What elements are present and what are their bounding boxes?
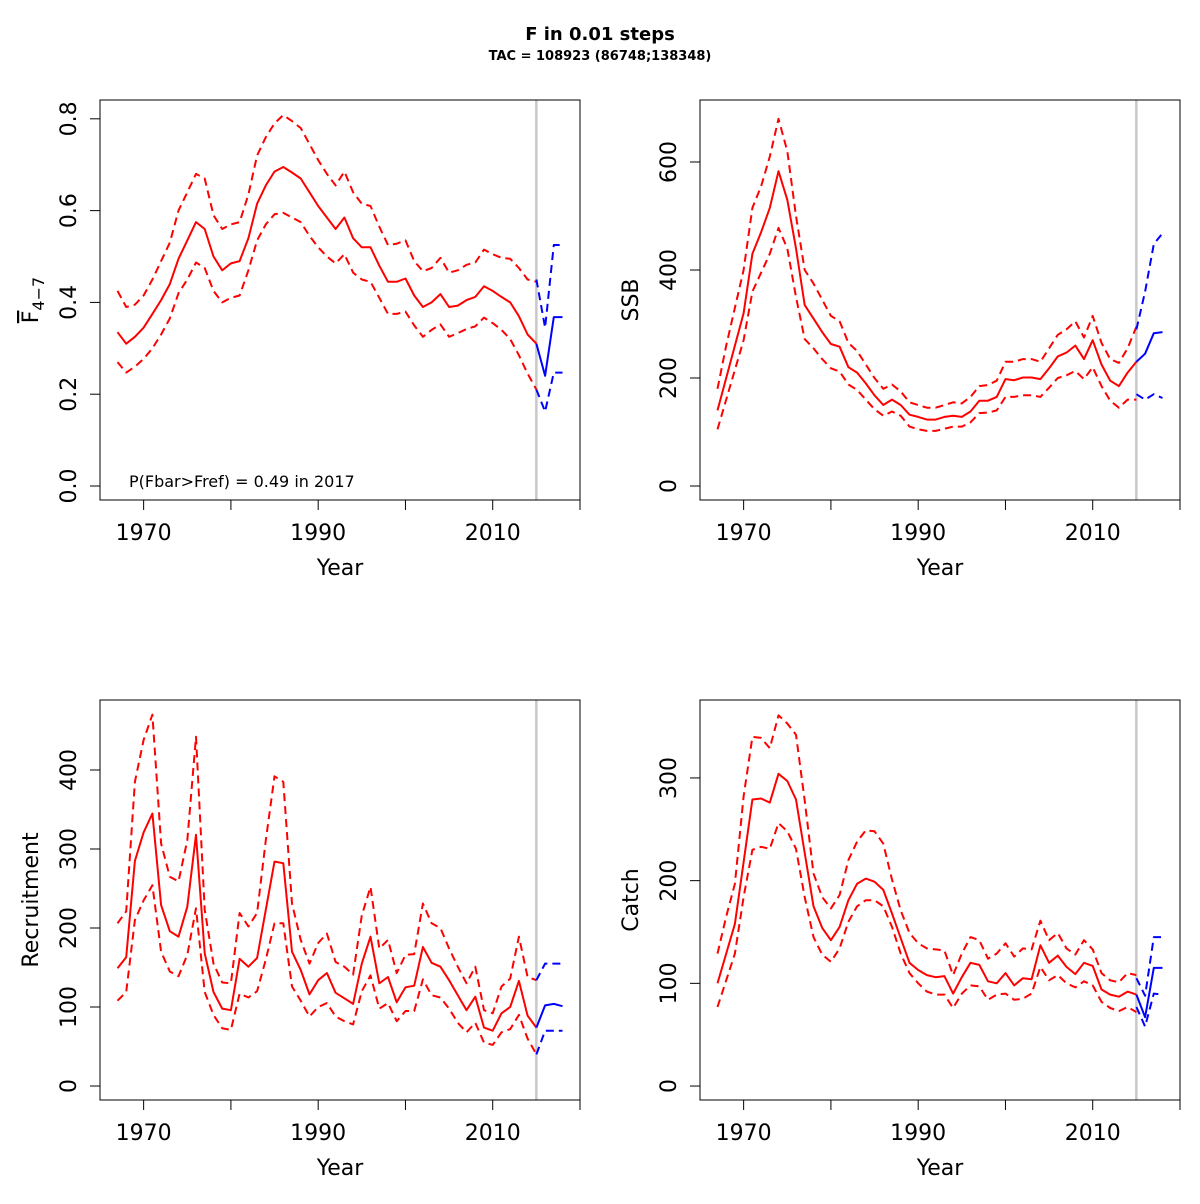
y-axis-label: F4−7 <box>19 277 48 323</box>
y-tick-label: 0 <box>57 1079 82 1093</box>
y-axis-label-main: SSB <box>619 278 644 321</box>
history-upper-line <box>716 714 1137 984</box>
forecast-lower-line <box>1135 992 1163 1028</box>
y-tick-label: 300 <box>657 757 682 799</box>
plot-frame <box>99 699 581 1101</box>
forecast-lower-line <box>535 371 563 413</box>
forecast-upper-line <box>535 244 563 329</box>
y-tick-label: 0.4 <box>57 285 82 320</box>
history-lower-line <box>116 211 538 391</box>
y-tick-label: 600 <box>657 141 682 183</box>
y-tick-label: 0.8 <box>57 101 82 136</box>
forecast-upper-line <box>1135 936 1163 997</box>
x-tick-label: 2010 <box>1065 1121 1121 1146</box>
x-axis-label: Year <box>316 556 365 581</box>
x-tick-label: 1970 <box>116 1121 172 1146</box>
y-tick-label: 0 <box>657 479 682 493</box>
history-upper-line <box>716 117 1138 409</box>
y-tick-label: 100 <box>57 986 82 1028</box>
forecast-lower-line <box>535 1029 563 1055</box>
history-upper-line <box>116 114 537 308</box>
x-tick-label: 1990 <box>890 521 946 546</box>
y-axis-label: Catch <box>619 868 644 932</box>
probability-annotation: P(Fbar>Fref) = 0.49 in 2017 <box>129 472 355 491</box>
x-tick-label: 1970 <box>716 521 772 546</box>
history-mean-line <box>116 812 538 1032</box>
y-tick-label: 0.2 <box>57 377 82 412</box>
history-lower-line <box>716 822 1137 1013</box>
y-tick-label: 0 <box>657 1079 682 1093</box>
x-axis-label: Year <box>916 1156 965 1181</box>
y-tick-label: 200 <box>657 860 682 902</box>
history-mean-line <box>116 166 538 345</box>
figure-subtitle: TAC = 108923 (86748;138348) <box>489 49 712 64</box>
forecast-mean-line <box>535 316 563 377</box>
y-axis-label: SSB <box>619 278 644 321</box>
x-tick-label: 2010 <box>1065 521 1121 546</box>
x-axis-label: Year <box>316 1156 365 1181</box>
y-tick-label: 100 <box>657 962 682 1004</box>
y-axis-label-subscript: 4−7 <box>29 277 48 311</box>
x-tick-label: 1990 <box>890 1121 946 1146</box>
x-tick-label: 1970 <box>716 1121 772 1146</box>
history-mean-line <box>716 170 1138 421</box>
forecast-mean-line <box>1135 966 1163 1019</box>
history-lower-line <box>716 226 1137 432</box>
forecast-upper-line <box>535 962 563 981</box>
history-upper-line <box>116 713 537 1015</box>
y-tick-label: 200 <box>657 357 682 399</box>
plot-frame <box>699 99 1181 501</box>
y-tick-label: 0.0 <box>57 469 82 504</box>
y-tick-label: 0.6 <box>57 193 82 228</box>
forecast-upper-line <box>1135 232 1164 330</box>
y-tick-label: 400 <box>57 749 82 791</box>
x-tick-label: 2010 <box>465 1121 521 1146</box>
x-axis-label: Year <box>916 556 965 581</box>
forecast-mean-line <box>1135 331 1163 363</box>
y-tick-label: 200 <box>57 907 82 949</box>
panel-f: 0.0 0.2 0.4 0.6 0.8 1970 1990 2010 Year F4−7 P(Fba… <box>19 99 581 581</box>
panel-recruitment: 0 100 200 300 400 1970 1990 2010 Year Recruitment <box>19 699 581 1181</box>
y-axis-label-main: F <box>19 311 44 324</box>
history-lower-line <box>116 884 538 1055</box>
x-tick-label: 1990 <box>290 521 346 546</box>
forecast-lower-line <box>1135 393 1163 401</box>
y-tick-label: 400 <box>657 249 682 291</box>
x-tick-label: 1990 <box>290 1121 346 1146</box>
y-axis-label-main: Recruitment <box>19 832 44 968</box>
y-axis-label-main: Catch <box>619 868 644 932</box>
y-axis-label: Recruitment <box>19 832 44 968</box>
figure-title: F in 0.01 steps <box>525 24 675 45</box>
panel-ssb: 0 200 400 600 1970 1990 2010 Year SSB <box>619 99 1181 581</box>
panel-catch: 0 100 200 300 1970 1990 2010 Year Catch <box>619 699 1181 1181</box>
x-tick-label: 2010 <box>465 521 521 546</box>
plot-frame <box>699 699 1181 1101</box>
forecast-mean-line <box>535 1002 563 1028</box>
y-tick-label: 300 <box>57 828 82 870</box>
x-tick-label: 1970 <box>116 521 172 546</box>
history-mean-line <box>716 772 1137 998</box>
